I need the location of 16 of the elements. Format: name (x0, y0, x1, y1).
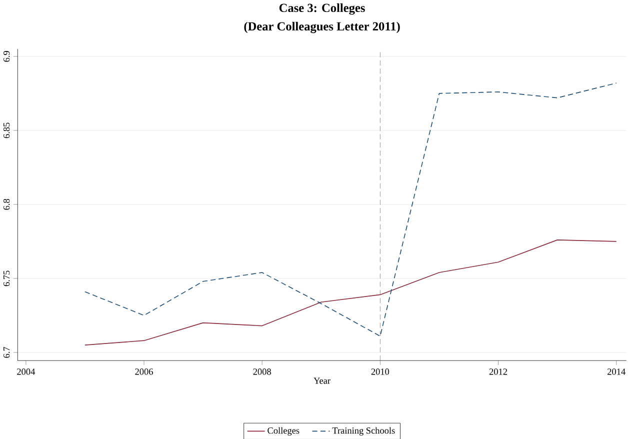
chart-title: Case 3: Colleges (279, 3, 365, 14)
x-axis-title: Year (314, 378, 330, 384)
legend-label: Colleges (268, 426, 300, 436)
x-tick-label: 2004 (17, 368, 35, 375)
y-tick-label: 6.9 (3, 50, 10, 62)
y-tick-label: 6.75 (3, 270, 10, 286)
legend-label: Training Schools (332, 426, 395, 436)
y-tick-label: 6.7 (3, 346, 10, 358)
chart-subtitle: (Dear Colleagues Letter 2011) (244, 22, 400, 33)
x-tick-label: 2012 (489, 368, 507, 375)
x-tick-label: 2010 (371, 368, 390, 375)
y-tick-label: 6.8 (3, 198, 10, 210)
y-tick-label: 6.85 (3, 122, 10, 138)
x-tick-label: 2008 (253, 368, 271, 375)
x-tick-label: 2006 (135, 368, 153, 375)
x-tick-label: 2014 (608, 368, 626, 375)
